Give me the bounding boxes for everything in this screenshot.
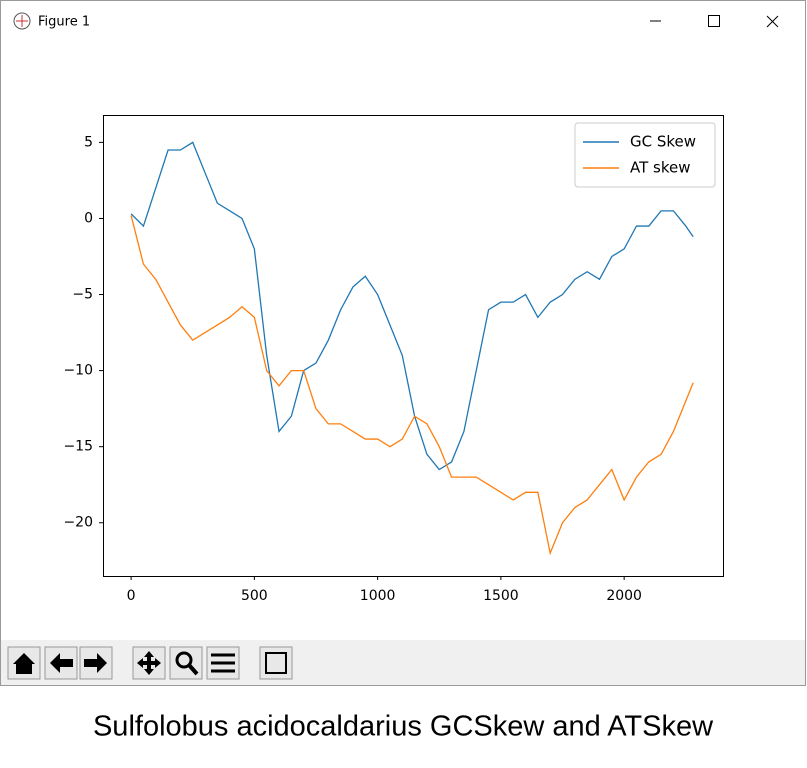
zoom-handle xyxy=(187,663,199,676)
pan-icon xyxy=(137,651,161,675)
toolbar xyxy=(1,640,805,685)
save-icon xyxy=(265,652,287,674)
caption: Sulfolobus acidocaldarius GCSkew and ATS… xyxy=(93,711,714,743)
y-tick-label: 5 xyxy=(84,134,93,150)
x-tick-label: 500 xyxy=(241,588,268,604)
maximize-button[interactable] xyxy=(708,15,720,27)
legend-label: GC Skew xyxy=(630,133,696,151)
legend-label: AT skew xyxy=(630,159,691,177)
zoom-icon xyxy=(175,651,193,669)
y-tick-label: −20 xyxy=(63,515,93,531)
y-tick-label: −15 xyxy=(63,439,93,455)
toolbar-icons xyxy=(13,651,287,676)
x-tick-label: 1500 xyxy=(483,588,519,604)
window-title: Figure 1 xyxy=(38,15,90,30)
x-tick-label: 1000 xyxy=(360,588,396,604)
plot-area xyxy=(103,115,723,576)
x-tick-label: 0 xyxy=(127,588,136,604)
plot-frame xyxy=(103,115,724,577)
back-icon xyxy=(50,653,73,673)
series-line xyxy=(130,215,694,556)
close-button[interactable] xyxy=(766,15,779,28)
y-tick-label: 0 xyxy=(84,210,93,226)
app-icon-mark xyxy=(16,15,28,27)
plot: 0 500 1000 1500 2000 5 0 −5 −10 −15 −20 GC Skew AT s… xyxy=(63,122,716,604)
home-icon xyxy=(13,653,35,674)
x-tick-label: 2000 xyxy=(606,588,642,604)
y-tick-label: −10 xyxy=(63,363,93,379)
legend-box xyxy=(574,122,716,188)
y-tick-label: −5 xyxy=(72,287,93,303)
save-button[interactable] xyxy=(259,646,293,680)
configure-icon xyxy=(211,653,235,673)
forward-icon xyxy=(84,653,107,673)
